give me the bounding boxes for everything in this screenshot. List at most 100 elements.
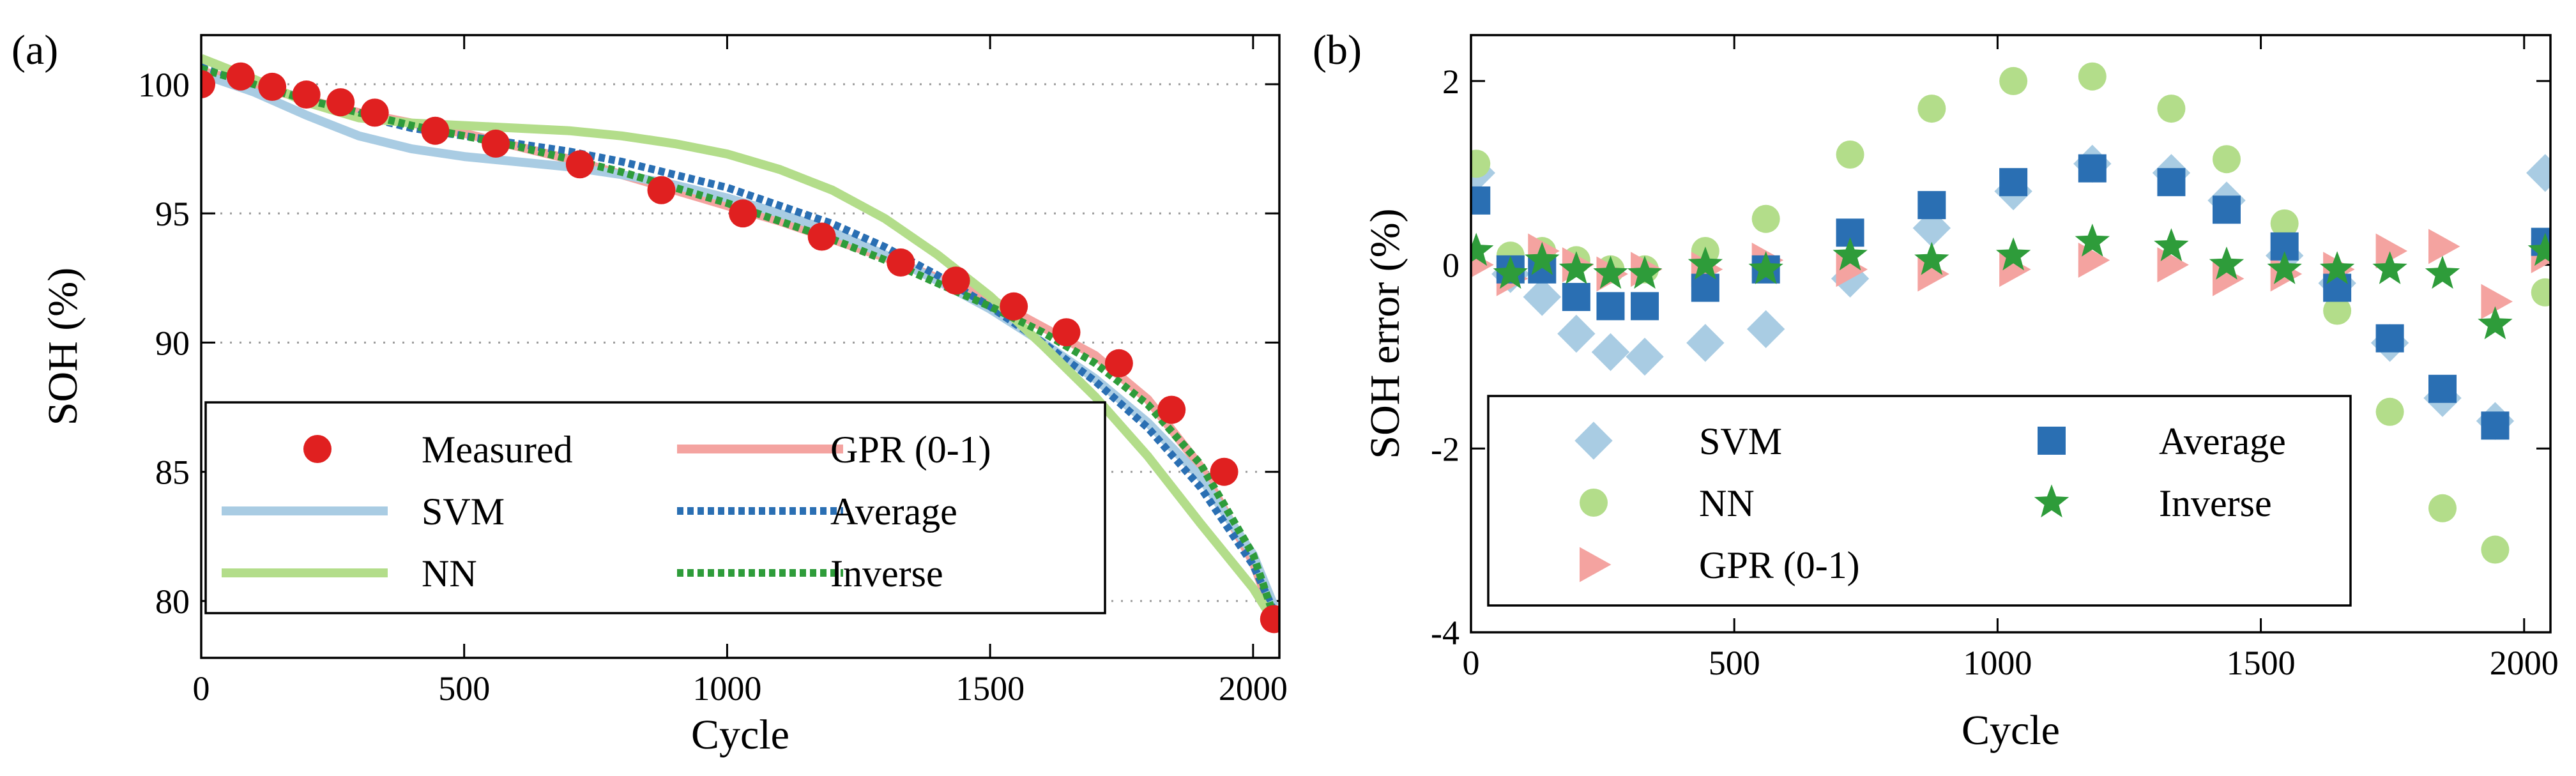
plot-a-series bbox=[201, 54, 1279, 634]
y-tick-label: 80 bbox=[155, 582, 190, 621]
x-tick-label: 1500 bbox=[956, 669, 1025, 708]
x-axis-label-b: Cycle bbox=[1962, 707, 2060, 754]
nn-point bbox=[2323, 296, 2352, 325]
x-tick-label: 2000 bbox=[1219, 669, 1288, 708]
y-tick-label: 85 bbox=[155, 453, 190, 492]
inverse-point bbox=[1995, 237, 2031, 271]
measured-point bbox=[1104, 349, 1133, 377]
legend-a: Measured GPR (0-1) SVM Average NN Inverse bbox=[204, 401, 1106, 614]
measured-point bbox=[1210, 457, 1238, 486]
svm-point bbox=[1591, 333, 1630, 371]
legend-label-measured: Measured bbox=[422, 429, 573, 471]
nn-point bbox=[2481, 535, 2510, 564]
measured-point bbox=[1052, 318, 1081, 347]
measured-point bbox=[887, 248, 915, 277]
panel-label-b: (b) bbox=[1313, 27, 1362, 73]
x-tick-label: 1500 bbox=[2227, 644, 2296, 682]
nn-point bbox=[2428, 494, 2457, 522]
svm-point bbox=[1746, 310, 1785, 349]
average-point bbox=[1471, 186, 1491, 215]
legend-swatch-inverse bbox=[2034, 484, 2069, 518]
x-tick-label: 500 bbox=[438, 669, 490, 708]
inverse-point bbox=[2478, 306, 2513, 340]
legend-label-gpr-0-1: GPR (0-1) bbox=[830, 429, 991, 471]
measured-point bbox=[421, 116, 450, 145]
inverse-point bbox=[1914, 241, 1949, 275]
measured-point bbox=[1000, 292, 1028, 321]
legend-label-inverse: Inverse bbox=[830, 552, 943, 595]
x-tick-label: 500 bbox=[1709, 644, 1760, 682]
legend-label-gpr-0-1: GPR (0-1) bbox=[1699, 544, 1860, 586]
panel-label-a: (a) bbox=[11, 27, 58, 73]
legend-swatch-average bbox=[2038, 427, 2066, 455]
inverse-point bbox=[2267, 251, 2302, 284]
svm-point bbox=[1626, 337, 1664, 376]
legend-label-inverse: Inverse bbox=[2159, 482, 2272, 524]
measured-point bbox=[1157, 395, 1186, 424]
y-tick-label: -2 bbox=[1431, 430, 1459, 468]
measured-point bbox=[201, 70, 215, 98]
legend-label-svm: SVM bbox=[422, 491, 505, 533]
x-tick-label: 0 bbox=[1463, 644, 1480, 682]
measured-point bbox=[941, 266, 970, 295]
nn-point bbox=[1917, 95, 1946, 123]
y-tick-label: 95 bbox=[155, 195, 190, 233]
inverse-point bbox=[1525, 241, 1560, 275]
measured-point bbox=[258, 72, 287, 101]
measured-point bbox=[326, 88, 355, 117]
y-axis-label-a: SOH (%) bbox=[40, 268, 86, 425]
y-tick-label: 2 bbox=[1442, 63, 1459, 101]
nn-point bbox=[2157, 95, 2186, 123]
series-line-average bbox=[201, 62, 1278, 613]
inverse-point bbox=[2075, 224, 2110, 257]
measured-point bbox=[807, 222, 836, 251]
nn-point bbox=[2270, 209, 2299, 238]
inverse-point bbox=[1493, 255, 1528, 289]
measured-point bbox=[360, 98, 389, 127]
measured-point bbox=[226, 62, 255, 91]
x-tick-label: 1000 bbox=[1963, 644, 2032, 682]
nn-point bbox=[1471, 149, 1491, 178]
nn-point bbox=[1999, 66, 2028, 95]
legend-b: SVM Average NN Inverse GPR (0-1) bbox=[1487, 395, 2352, 607]
nn-point bbox=[1836, 141, 1864, 169]
inverse-point bbox=[1627, 255, 1663, 289]
legend-label-average: Average bbox=[2159, 420, 2286, 462]
nn-point bbox=[2213, 145, 2241, 174]
inverse-point bbox=[2372, 251, 2407, 284]
plot-frame bbox=[1470, 34, 2552, 634]
inverse-point bbox=[1593, 255, 1628, 289]
inverse-point bbox=[2209, 247, 2244, 280]
average-point bbox=[2481, 411, 2510, 440]
inverse-point bbox=[1688, 247, 1723, 280]
inverse-point bbox=[1833, 237, 1868, 271]
gpr-0-1-point bbox=[2481, 284, 2513, 319]
x-tick-label: 0 bbox=[193, 669, 210, 708]
average-point bbox=[2213, 195, 2241, 224]
legend-label-average: Average bbox=[830, 491, 957, 533]
average-point bbox=[1631, 292, 1659, 321]
y-tick-label: 0 bbox=[1442, 247, 1459, 285]
legend-label-nn: NN bbox=[1699, 482, 1755, 524]
x-axis-label-a: Cycle bbox=[691, 711, 789, 758]
average-point bbox=[1596, 292, 1625, 321]
average-point bbox=[1917, 191, 1946, 220]
inverse-point bbox=[2425, 255, 2460, 289]
svm-point bbox=[1523, 278, 1561, 316]
measured-point bbox=[482, 129, 510, 158]
plot-b-series bbox=[1471, 62, 2550, 564]
gpr-0-1-point bbox=[2375, 233, 2408, 269]
legend-box bbox=[1487, 395, 2352, 607]
measured-point bbox=[729, 199, 758, 228]
y-tick-label: 100 bbox=[138, 66, 190, 104]
legend-label-svm: SVM bbox=[1699, 420, 1782, 462]
y-axis-label-b: SOH error (%) bbox=[1362, 208, 1408, 459]
legend-swatch-nn bbox=[1580, 489, 1608, 517]
svm-point bbox=[1686, 324, 1725, 362]
x-tick-label: 1000 bbox=[692, 669, 761, 708]
y-tick-label: -4 bbox=[1431, 614, 1459, 652]
measured-point bbox=[292, 80, 321, 109]
legend-swatch-measured bbox=[303, 435, 332, 463]
panel-a-soh-chart: 0 500 1000 1500 2000 80 85 90 95 100 Measured GPR (… bbox=[11, 27, 1288, 758]
